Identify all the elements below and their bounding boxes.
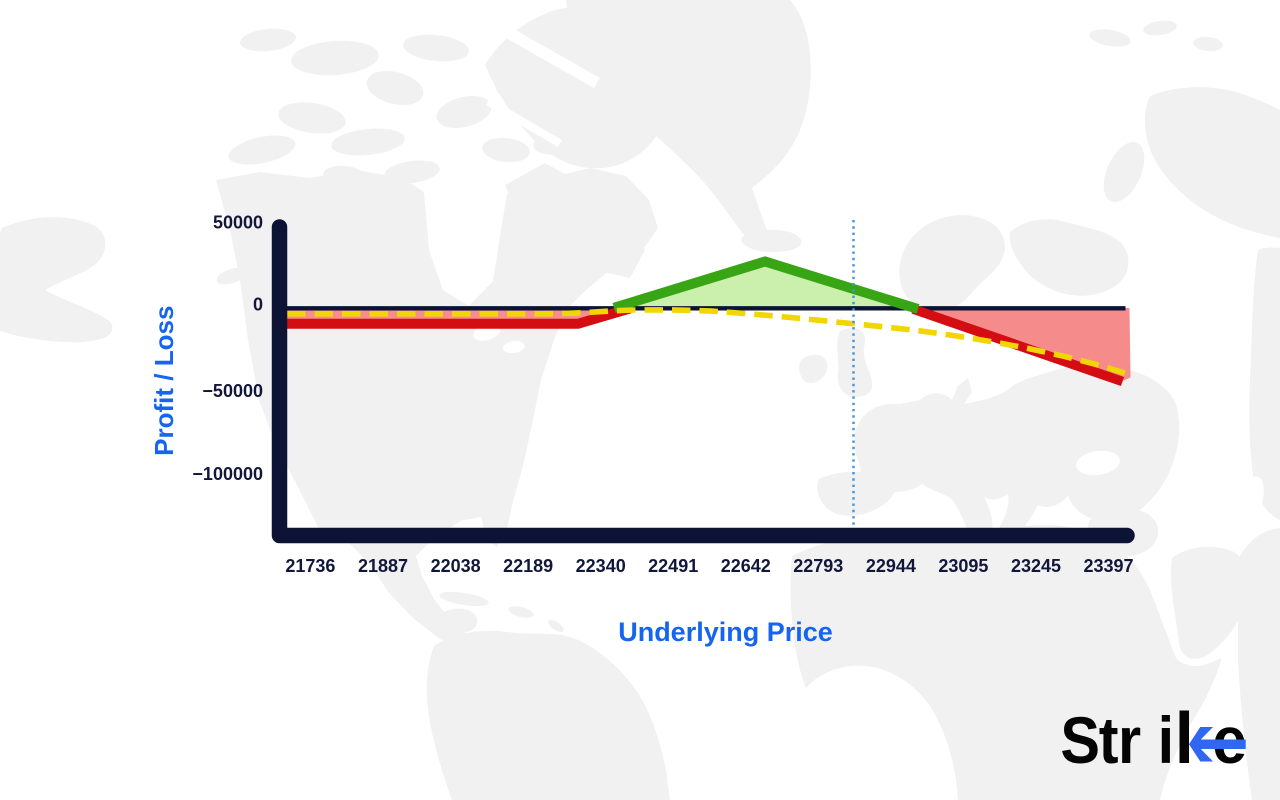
svg-text:23095: 23095 <box>938 556 988 576</box>
svg-text:t: t <box>1099 704 1119 778</box>
svg-text:22491: 22491 <box>648 556 698 576</box>
svg-text:23397: 23397 <box>1083 556 1133 576</box>
svg-text:Underlying Price: Underlying Price <box>618 617 833 647</box>
svg-text:Profit / Loss: Profit / Loss <box>149 306 179 456</box>
svg-text:−50000: −50000 <box>202 381 263 401</box>
svg-text:22038: 22038 <box>431 556 481 576</box>
svg-text:50000: 50000 <box>213 213 263 233</box>
svg-text:S: S <box>1060 704 1100 778</box>
svg-text:22793: 22793 <box>793 556 843 576</box>
svg-text:22642: 22642 <box>721 556 771 576</box>
svg-text:0: 0 <box>253 295 263 315</box>
svg-text:−100000: −100000 <box>192 464 263 484</box>
svg-text:23245: 23245 <box>1011 556 1061 576</box>
svg-text:21887: 21887 <box>358 556 408 576</box>
svg-text:i: i <box>1158 704 1175 778</box>
svg-text:22944: 22944 <box>866 556 916 576</box>
svg-text:22189: 22189 <box>503 556 553 576</box>
svg-text:r: r <box>1118 704 1141 778</box>
svg-text:21736: 21736 <box>285 556 335 576</box>
svg-text:22340: 22340 <box>576 556 626 576</box>
